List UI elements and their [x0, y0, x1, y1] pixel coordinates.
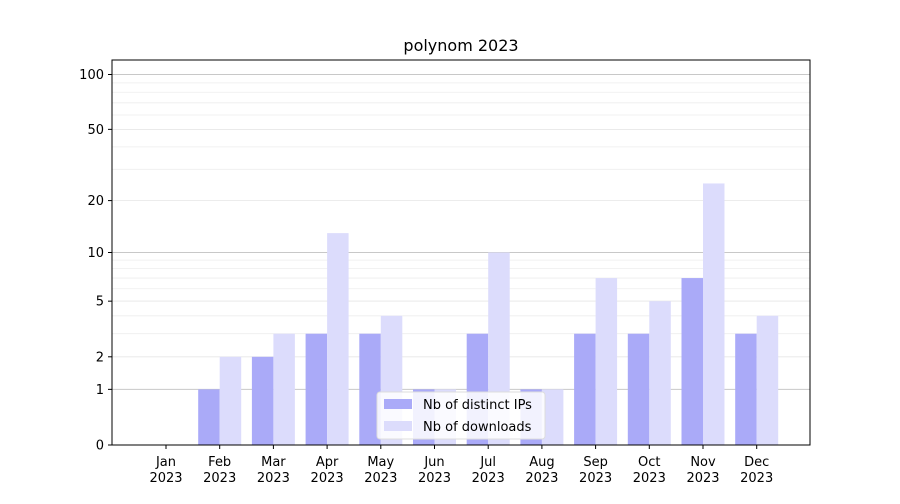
bar-distinct-ips — [574, 333, 596, 445]
x-tick-label-month: Sep — [583, 455, 608, 470]
y-tick-label: 1 — [96, 383, 104, 398]
x-tick-label-year: 2023 — [633, 471, 666, 486]
x-tick-label-year: 2023 — [686, 471, 719, 486]
x-tick-label-year: 2023 — [740, 471, 773, 486]
x-tick-label-year: 2023 — [472, 471, 505, 486]
y-tick-label: 50 — [87, 123, 104, 138]
x-tick-label-month: Nov — [690, 455, 716, 470]
bar-downloads — [649, 301, 671, 445]
bar-downloads — [703, 183, 725, 445]
x-axis: Jan2023Feb2023Mar2023Apr2023May2023Jun20… — [149, 445, 773, 486]
x-tick-label-month: Oct — [638, 455, 660, 470]
x-tick-label-year: 2023 — [418, 471, 451, 486]
x-tick-label-month: Jul — [479, 455, 496, 470]
x-tick-label-month: Apr — [316, 455, 339, 470]
bar-distinct-ips — [251, 356, 274, 445]
x-tick-label-month: Feb — [208, 455, 231, 470]
legend: Nb of distinct IPs Nb of downloads — [376, 391, 546, 440]
x-tick-label-month: Mar — [261, 455, 286, 470]
x-tick-label-year: 2023 — [579, 471, 612, 486]
x-tick-label-month: May — [367, 455, 394, 470]
y-tick-label: 0 — [96, 439, 104, 454]
bar-downloads — [273, 333, 295, 445]
bar-distinct-ips — [359, 333, 381, 445]
bar-distinct-ips — [627, 333, 650, 445]
bar-distinct-ips — [198, 389, 220, 445]
bar-downloads — [541, 389, 564, 445]
bar-distinct-ips — [305, 333, 328, 445]
y-tick-label: 5 — [96, 295, 104, 310]
x-tick-label-year: 2023 — [525, 471, 558, 486]
y-tick-label: 100 — [79, 68, 104, 83]
y-tick-label: 20 — [87, 194, 104, 209]
y-tick-label: 10 — [87, 246, 104, 261]
x-tick-label-year: 2023 — [311, 471, 344, 486]
y-tick-label: 2 — [96, 350, 104, 365]
bar-downloads — [595, 278, 618, 445]
bar-downloads — [327, 233, 349, 445]
x-tick-label-month: Jun — [423, 455, 444, 470]
legend-swatch — [384, 399, 412, 409]
bar-distinct-ips — [681, 278, 703, 445]
x-tick-label-year: 2023 — [203, 471, 236, 486]
legend-swatch — [384, 421, 412, 431]
bar-downloads — [756, 315, 779, 445]
grid-layer — [112, 74, 810, 390]
bar-downloads — [219, 356, 242, 445]
x-tick-label-month: Dec — [744, 455, 769, 470]
x-tick-label-year: 2023 — [149, 471, 182, 486]
legend-label: Nb of distinct IPs — [423, 398, 532, 413]
bar-distinct-ips — [735, 333, 757, 445]
x-tick-label-year: 2023 — [257, 471, 290, 486]
x-tick-label-year: 2023 — [364, 471, 397, 486]
y-axis: 0 1 2 5 10 20 50 100 — [79, 68, 112, 454]
chart-title: polynom 2023 — [403, 36, 518, 55]
x-tick-label-month: Aug — [529, 455, 554, 470]
x-tick-label-month: Jan — [155, 455, 176, 470]
legend-label: Nb of downloads — [423, 420, 532, 435]
legend-box — [376, 391, 546, 440]
